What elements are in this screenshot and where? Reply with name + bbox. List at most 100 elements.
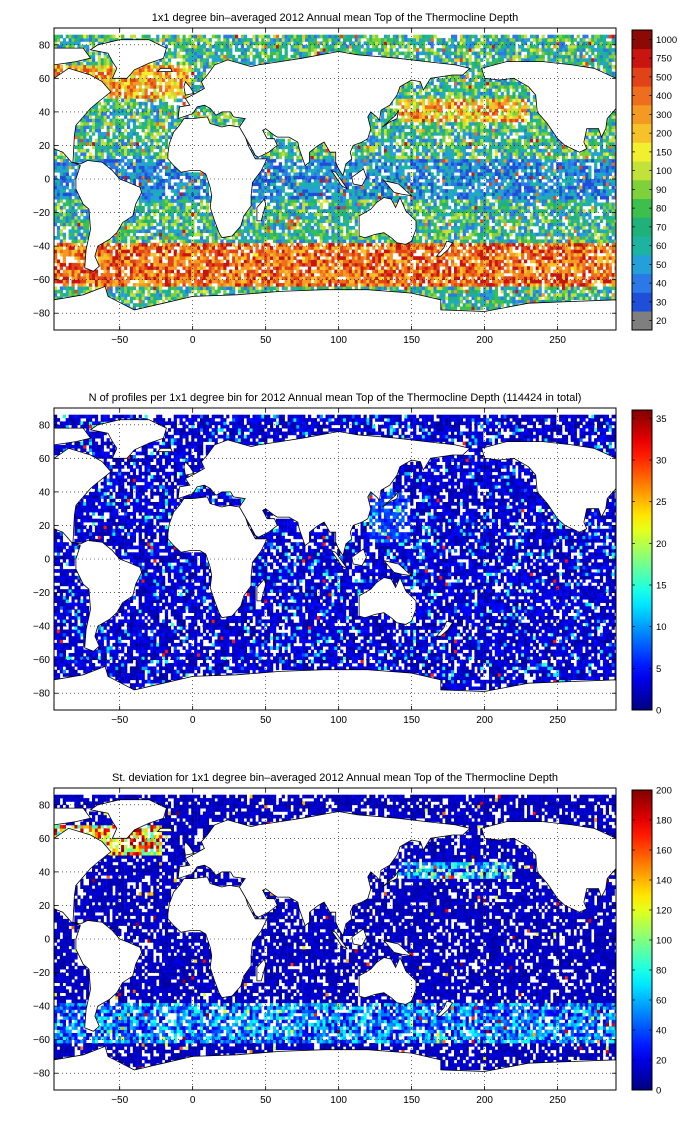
y-tick-label: −20: [33, 588, 50, 599]
x-tick-label: 250: [549, 1095, 566, 1106]
x-tick-label: 50: [260, 715, 272, 726]
y-tick-label: −20: [33, 968, 50, 979]
colorbar-tick-label: 35: [656, 414, 667, 425]
y-tick-label: 20: [39, 141, 51, 152]
colorbar-swatch: [632, 105, 652, 125]
coastlines: [54, 39, 616, 330]
colorbar-swatch: [632, 217, 652, 237]
y-tick-label: 20: [39, 901, 51, 912]
x-tick-label: 100: [330, 335, 347, 346]
colorbar-swatch: [632, 86, 652, 106]
colorbar-tick-label: 20: [656, 539, 667, 550]
chart-title: N of profiles per 1x1 degree bin for 201…: [54, 392, 616, 404]
y-tick-label: 40: [39, 107, 51, 118]
y-tick-label: −40: [33, 1002, 50, 1013]
colorbar-tick-label: 10: [656, 622, 667, 633]
y-tick-label: −60: [33, 1035, 50, 1046]
colorbar-gradient: [632, 410, 652, 710]
x-tick-label: 0: [190, 715, 196, 726]
y-tick-label: −80: [33, 1069, 50, 1080]
colorbar-swatch: [632, 142, 652, 162]
y-tick-label: 0: [44, 175, 50, 186]
colorbar-tick-label: 500: [656, 72, 672, 83]
colorbar-tick-label: 200: [656, 786, 672, 797]
y-tick-label: 60: [39, 74, 51, 85]
colorbar-tick-label: 30: [656, 297, 667, 308]
colorbar-tick-label: 40: [656, 1026, 667, 1037]
std-dev-colorbar: 0 20 40 60 80 100 120 140 160 180 200: [631, 786, 672, 1097]
colorbar-tick-label: 150: [656, 147, 672, 158]
x-tick-label: 250: [549, 715, 566, 726]
colorbar-swatch: [632, 161, 652, 181]
x-tick-label: 150: [403, 1095, 420, 1106]
x-tick-label: 150: [403, 335, 420, 346]
colorbar-swatch: [632, 198, 652, 218]
y-tick-label: −40: [33, 622, 50, 633]
colorbar-tick-label: 160: [656, 846, 672, 857]
x-tick-label: 0: [190, 1095, 196, 1106]
colorbar-tick-label: 40: [656, 279, 667, 290]
y-tick-label: 80: [39, 40, 51, 51]
colorbar-tick-label: 50: [656, 260, 667, 271]
x-tick-label: 250: [549, 335, 566, 346]
colorbar-swatch: [632, 48, 652, 68]
colorbar-tick-label: 5: [656, 664, 661, 675]
y-tick-label: −60: [33, 655, 50, 666]
colorbar-tick-label: 200: [656, 129, 672, 140]
y-tick-label: 40: [39, 867, 51, 878]
y-tick-label: 20: [39, 521, 51, 532]
colorbar-tick-label: 80: [656, 966, 667, 977]
colorbar-frame: [631, 409, 653, 711]
colorbar-swatch: [632, 273, 652, 293]
y-tick-label: 0: [44, 555, 50, 566]
colorbar-tick-label: 0: [656, 1086, 661, 1097]
y-tick-label: 40: [39, 487, 51, 498]
mean-depth-map: −50 0 50 100 150 200 250 −80 −60 −40 −20 0 20 40 60 80: [33, 27, 617, 346]
y-tick-label: 60: [39, 454, 51, 465]
colorbar-tick-label: 140: [656, 876, 672, 887]
mean-depth-panel: 1x1 degree bin–averaged 2012 Annual mean…: [0, 0, 696, 380]
chart-title: St. deviation for 1x1 degree bin–average…: [54, 772, 616, 784]
colorbar-tick-label: 750: [656, 54, 672, 65]
plot-area: [54, 794, 616, 1090]
coastlines: [54, 799, 616, 1090]
profile-count-panel: N of profiles per 1x1 degree bin for 201…: [0, 380, 696, 760]
colorbar-swatch: [632, 123, 652, 143]
colorbar-tick-label: 0: [656, 706, 661, 717]
plot-area: [54, 34, 616, 330]
colorbar-swatch: [632, 311, 652, 331]
colorbar-tick-label: 20: [656, 1056, 667, 1067]
grid: [54, 408, 616, 710]
y-tick-label: −40: [33, 242, 50, 253]
x-tick-label: 150: [403, 715, 420, 726]
profile-count-colorbar: 0 5 10 15 20 25 30 35: [631, 409, 667, 717]
data-cells: [54, 34, 616, 311]
colorbar-tick-label: 60: [656, 996, 667, 1007]
std-dev-panel: St. deviation for 1x1 degree bin–average…: [0, 760, 696, 1140]
colorbar-tick-label: 120: [656, 906, 672, 917]
colorbar-tick-label: 100: [656, 936, 672, 947]
colorbar-tick-label: 15: [656, 581, 667, 592]
colorbar-frame: [631, 789, 653, 1091]
x-tick-label: 50: [260, 335, 272, 346]
profile-count-map: −50 0 50 100 150 200 250 −80 −60 −40 −20 0 20 40 60 80: [33, 407, 617, 726]
grid: [54, 28, 616, 330]
grid: [54, 788, 616, 1090]
y-tick-label: −60: [33, 275, 50, 286]
colorbar-swatch: [632, 236, 652, 256]
y-tick-label: 80: [39, 800, 51, 811]
data-cells: [54, 794, 616, 1071]
chart-title: 1x1 degree bin–averaged 2012 Annual mean…: [54, 12, 616, 24]
colorbar-swatch: [632, 255, 652, 275]
colorbar-tick-label: 180: [656, 816, 672, 827]
colorbar-tick-label: 300: [656, 110, 672, 121]
colorbar-tick-label: 25: [656, 497, 667, 508]
colorbar-tick-label: 20: [656, 316, 667, 327]
colorbar-swatch: [632, 292, 652, 312]
y-tick-label: 80: [39, 420, 51, 431]
colorbar-tick-label: 70: [656, 222, 667, 233]
x-tick-label: 0: [190, 335, 196, 346]
colorbar-tick-label: 100: [656, 166, 672, 177]
colorbar-tick-label: 400: [656, 91, 672, 102]
colorbar-tick-label: 1000: [656, 35, 677, 46]
